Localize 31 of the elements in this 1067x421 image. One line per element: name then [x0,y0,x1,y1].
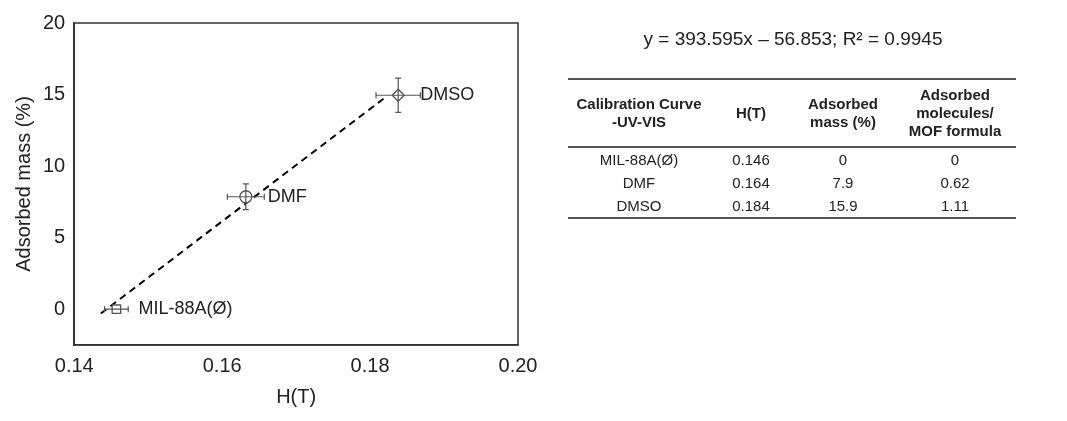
data-label: 0 [949,150,961,170]
data-label: 15.9 [827,196,859,216]
series-label: DMSO [420,84,475,105]
y-tick-label: 15 [43,82,66,105]
y-tick-label: 10 [43,153,66,176]
data-label: 0.184 [731,196,771,216]
text: DMSO [615,196,663,216]
category-label: Adsorbed mass (%) [807,94,879,132]
text: y = 393.595x – 56.853; R² = 0.9945 [642,28,944,50]
x-tick-label: 0.20 [498,353,538,376]
series-label: MIL-88A(Ø) [138,298,233,319]
legend-title: Calibration Curve -UV-VIS [575,94,703,132]
data-label: 1.11 [939,196,971,216]
data-label: 0.146 [731,150,771,170]
series-label: DMF [267,185,307,206]
y-tick-label: 20 [43,10,66,33]
data-label: 7.9 [831,173,855,193]
y-tick-label: 5 [54,225,66,248]
y-tick-label: 0 [54,296,66,319]
x-tick-label: 0.18 [350,353,390,376]
category-label: H(T) [735,103,767,123]
text: DMF [621,173,657,193]
x-tick-label: 0.16 [202,353,242,376]
data-label: 0.164 [731,173,771,193]
y-axis-title: Adsorbed mass (%) [11,96,34,272]
x-tick-label: 0.14 [54,353,94,376]
category-label: Adsorbed molecules/ MOF formula [907,85,1003,141]
text: MIL-88A(Ø) [598,150,680,170]
data-label: 0.62 [939,173,971,193]
x-axis-title: H(T) [276,384,317,407]
data-label: 0 [837,150,849,170]
